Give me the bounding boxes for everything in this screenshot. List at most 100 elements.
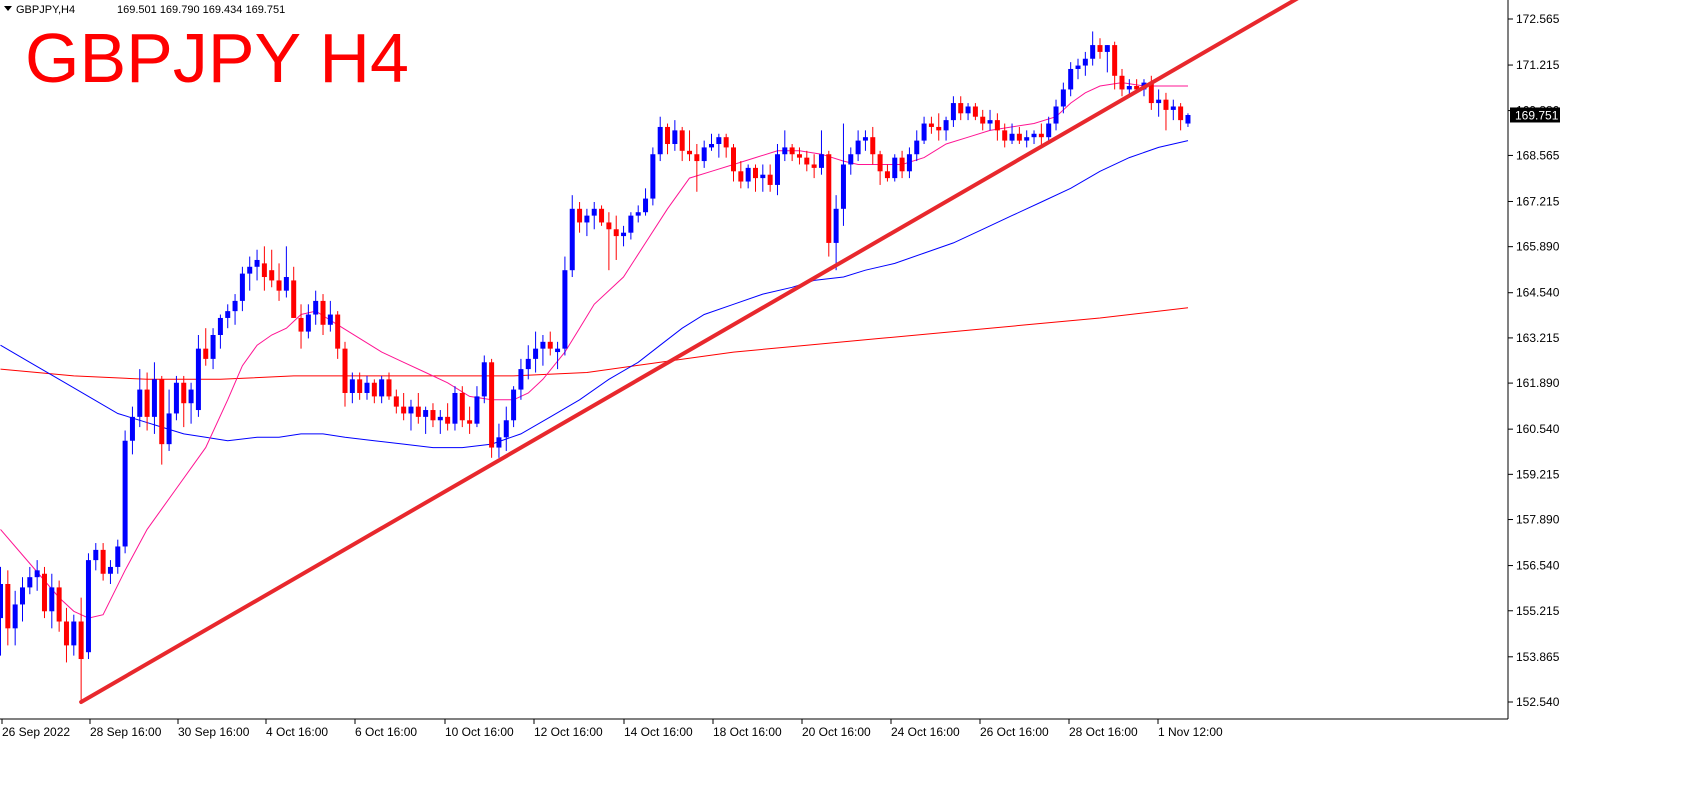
candle-body: [78, 621, 84, 660]
candle-body: [1126, 86, 1132, 90]
candle-body: [613, 229, 619, 237]
candle: [415, 392, 421, 424]
trendline[interactable]: [79, 0, 1305, 704]
candle: [1112, 41, 1118, 90]
trendline-layer[interactable]: [79, 0, 1305, 704]
candle-body: [474, 396, 480, 424]
candle-body: [430, 410, 436, 421]
candle: [1156, 89, 1162, 117]
candle-body: [738, 171, 744, 182]
candle: [533, 331, 539, 373]
price-tick-label: 161.890: [1516, 376, 1560, 390]
time-axis[interactable]: 26 Sep 2022 28 Sep 16:00 30 Sep 16:00 4 Oct…: [1, 719, 1223, 739]
candle-body: [1134, 86, 1140, 90]
candle-body: [789, 147, 795, 155]
candle-body: [525, 358, 531, 370]
candle: [767, 164, 773, 192]
candle-body: [34, 570, 40, 578]
candle: [298, 304, 304, 349]
time-tick-label: 24 Oct 16:00: [891, 725, 960, 739]
candle: [811, 154, 817, 179]
candle: [943, 116, 949, 141]
candle: [203, 328, 209, 366]
candle-body: [1156, 99, 1162, 104]
candle: [93, 543, 99, 571]
candle: [613, 215, 619, 260]
candle-body: [1185, 115, 1191, 124]
candle-body: [0, 583, 3, 619]
candle-body: [606, 222, 612, 230]
candle-body: [100, 549, 106, 574]
candle: [818, 130, 824, 175]
candle-body: [247, 266, 253, 274]
price-tick-label: 168.565: [1516, 148, 1560, 162]
candle: [525, 345, 531, 380]
candle: [254, 249, 260, 281]
candle: [115, 539, 121, 574]
ma-mid-line: [0, 140, 1189, 449]
candle-body: [173, 382, 179, 414]
candle: [107, 560, 113, 584]
candle-body: [56, 587, 62, 622]
candle: [445, 403, 451, 431]
candle: [774, 144, 780, 196]
candle: [1031, 130, 1037, 145]
candle: [694, 144, 700, 192]
ohlc-readout: 169.501 169.790 169.434 169.751: [117, 4, 285, 16]
svg-text:169.751: 169.751: [1515, 108, 1559, 122]
candle: [723, 133, 729, 158]
candle: [870, 126, 876, 165]
candle: [269, 249, 275, 288]
candle-body: [342, 348, 348, 393]
candle-body: [1119, 75, 1125, 90]
collapse-arrow-icon[interactable]: [4, 6, 12, 11]
candle-body: [679, 130, 685, 151]
candle-body: [687, 150, 693, 155]
candle-body: [628, 215, 634, 233]
price-tick-label: 171.215: [1516, 58, 1560, 72]
candle-body: [994, 120, 1000, 131]
price-axis[interactable]: 172.565171.215169.880168.565167.215165.8…: [1508, 12, 1560, 709]
candle: [151, 362, 157, 434]
candle: [892, 154, 898, 182]
candle-body: [19, 587, 25, 605]
candle: [709, 133, 715, 151]
price-tick-label: 157.890: [1516, 513, 1560, 527]
candle-body: [239, 273, 245, 301]
candle: [137, 369, 143, 428]
time-tick-label: 12 Oct 16:00: [534, 725, 603, 739]
candle: [987, 109, 993, 131]
time-tick-label: 30 Sep 16:00: [178, 725, 250, 739]
candle-body: [1082, 58, 1088, 66]
candle-body: [591, 208, 597, 216]
candle-body: [892, 157, 898, 179]
candle-body: [1112, 45, 1118, 76]
candle-body: [870, 137, 876, 155]
candle-body: [122, 440, 128, 547]
candle: [181, 375, 187, 428]
candle-body: [1090, 45, 1096, 59]
price-tick-label: 163.215: [1516, 331, 1560, 345]
candle-body: [518, 369, 524, 390]
candle: [144, 372, 150, 431]
candle-body: [115, 546, 121, 567]
candle: [1038, 123, 1044, 148]
candle: [606, 212, 612, 271]
candle: [386, 372, 392, 400]
candle: [210, 328, 216, 370]
symbol-label: GBPJPY,H4: [16, 4, 75, 16]
candle: [49, 573, 55, 629]
candle-body: [151, 379, 157, 417]
candle: [78, 597, 84, 700]
candle-body: [379, 379, 385, 397]
candle-body: [166, 413, 172, 445]
candle: [63, 607, 69, 663]
candle-body: [1075, 65, 1081, 69]
candle-body: [914, 140, 920, 155]
candle-body: [723, 137, 729, 148]
candle-body: [217, 317, 223, 336]
candle: [657, 116, 663, 162]
candle-body: [1178, 106, 1184, 121]
candle-body: [643, 198, 649, 213]
